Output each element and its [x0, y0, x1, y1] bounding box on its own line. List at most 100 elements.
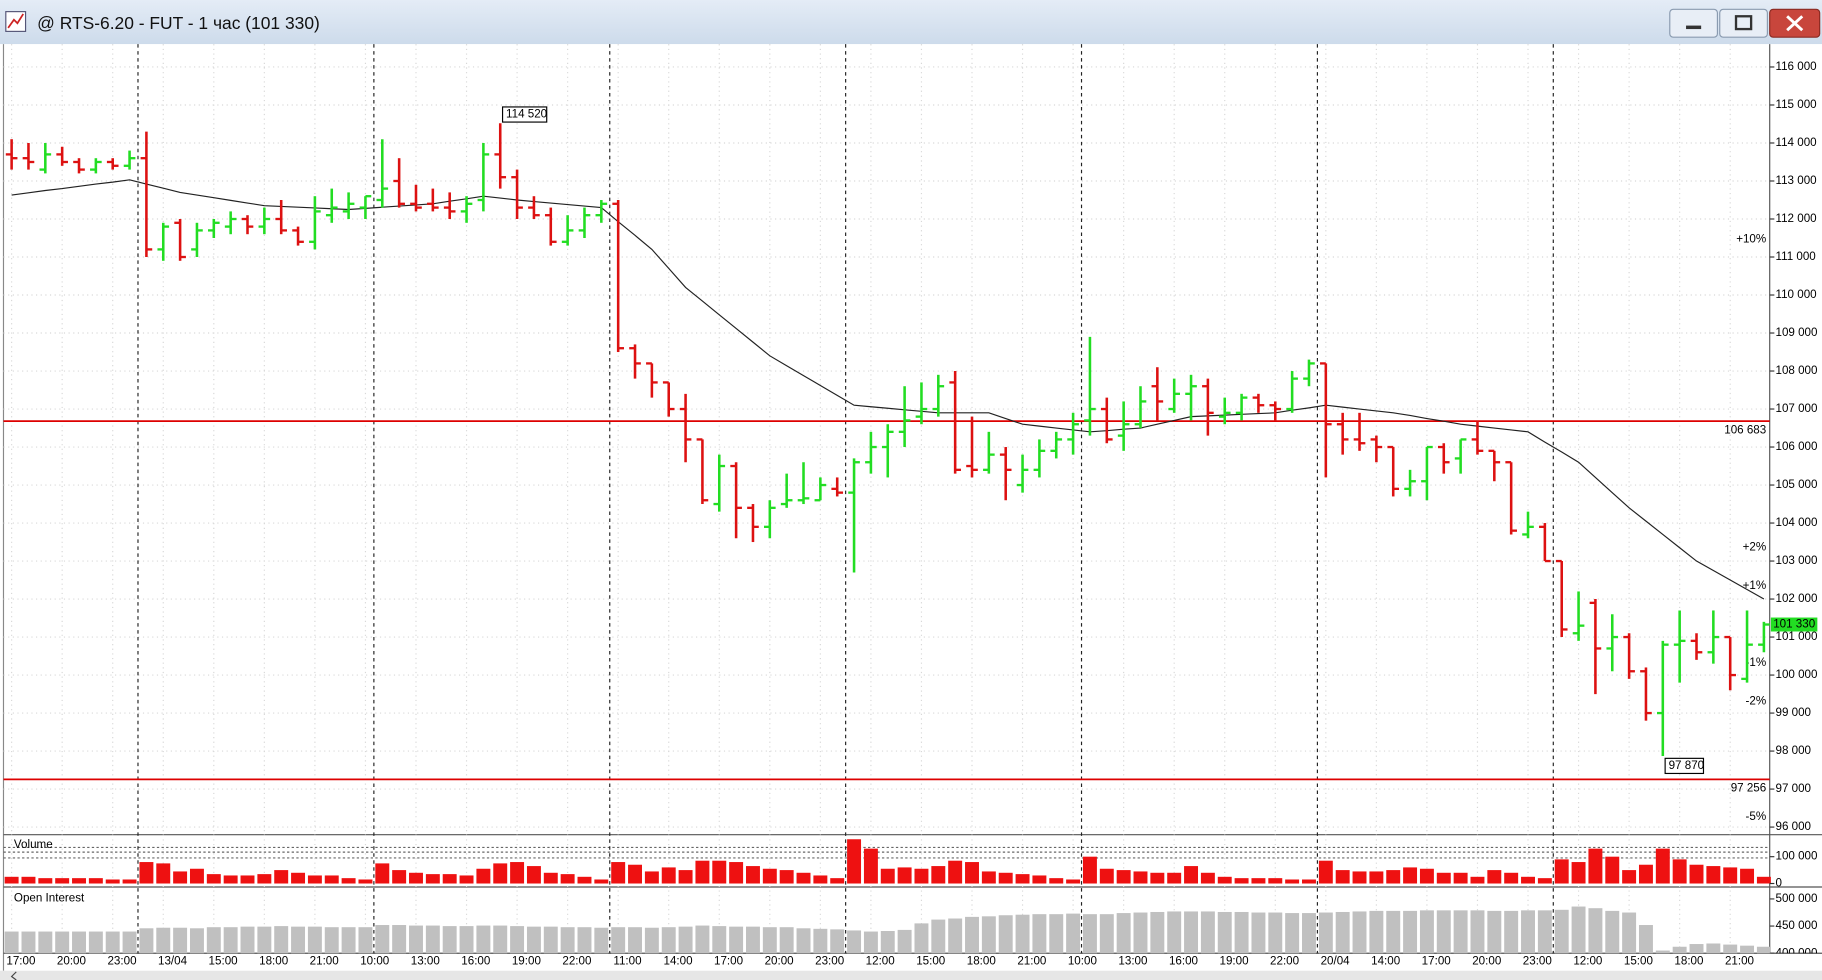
volume-bar [257, 926, 272, 954]
y-tick-label: 100 000 [1776, 850, 1818, 863]
last-price-box [1770, 617, 1818, 632]
volume-bar [375, 863, 390, 884]
volume-bar [206, 927, 221, 954]
volume-bar [1504, 872, 1519, 884]
close-button[interactable] [1769, 8, 1821, 38]
volume-bar [1436, 910, 1451, 954]
volume-bar [1116, 870, 1131, 884]
volume-bar [1537, 910, 1552, 954]
volume-bar [409, 872, 423, 884]
high-callout-box [501, 106, 548, 123]
x-tick-label: 21:00 [1725, 954, 1754, 967]
volume-bar [1285, 879, 1300, 884]
volume-bar [998, 872, 1013, 884]
volume-bar [1234, 911, 1249, 954]
volume-bar [55, 878, 70, 884]
volume-bar [189, 928, 204, 954]
x-tick-label: 18:00 [1674, 954, 1703, 967]
volume-bar [661, 927, 676, 954]
volume-bar [72, 931, 86, 954]
x-tick-label: 13:00 [411, 954, 440, 967]
y-tick-label: 0 [1776, 877, 1782, 890]
volume-bar [1032, 875, 1047, 884]
volume-bar [1386, 870, 1401, 884]
volume-bar [1403, 910, 1418, 954]
volume-bar [1184, 911, 1199, 954]
volume-bar [358, 927, 373, 954]
volume-bar [240, 875, 255, 884]
y-tick-label: 108 000 [1776, 364, 1818, 377]
volume-bar [1740, 868, 1755, 884]
volume-bar [1386, 910, 1401, 954]
volume-bar [1200, 911, 1215, 954]
y-tick-label: 114 000 [1776, 136, 1817, 149]
volume-bar [1049, 878, 1064, 884]
x-tick-label: 15:00 [209, 954, 238, 967]
volume-bar [628, 927, 642, 954]
chart-area [0, 44, 1822, 980]
volume-bar [1740, 945, 1755, 954]
x-tick-label: 20:00 [57, 954, 86, 967]
volume-bar [173, 927, 188, 954]
x-tick-label: 22:00 [562, 954, 591, 967]
volume-bar [931, 866, 946, 884]
y-tick-label: 500 000 [1776, 892, 1818, 905]
volume-bar [1521, 910, 1535, 954]
volume-bar [1167, 911, 1182, 954]
volume-bar [341, 927, 356, 954]
y-tick-label: 106 000 [1776, 440, 1818, 453]
volume-bar [981, 871, 996, 884]
volume-bar [1066, 879, 1081, 884]
volume-bar [4, 931, 19, 954]
volume-bar [1403, 867, 1418, 884]
maximize-button[interactable] [1719, 8, 1768, 38]
minimize-button[interactable] [1669, 8, 1719, 38]
volume-bar [1200, 872, 1215, 884]
volume-bar [628, 864, 642, 884]
volume-bar [21, 876, 36, 884]
volume-bar [1133, 912, 1148, 954]
volume-bar [375, 925, 390, 954]
volume-bar [594, 879, 609, 884]
volume-bar [105, 879, 120, 884]
y-tick-label: 116 000 [1776, 60, 1817, 73]
volume-bar [21, 931, 36, 954]
volume-bar [1706, 943, 1721, 954]
volume-bar [1470, 910, 1485, 954]
volume-bar [1571, 862, 1586, 884]
x-tick-label: 23:00 [815, 954, 844, 967]
volume-bar [442, 874, 457, 884]
x-tick-label: 20:00 [1472, 954, 1501, 967]
volume-bar [274, 870, 289, 884]
y-tick-label: 104 000 [1776, 516, 1818, 529]
volume-bar [594, 927, 609, 954]
volume-bar [1689, 864, 1704, 884]
volume-bar [1318, 912, 1333, 954]
volume-bar [122, 931, 137, 954]
y-tick-label: 97 000 [1776, 782, 1812, 795]
volume-bar [813, 928, 828, 954]
percent-mark: -2% [1746, 695, 1767, 708]
y-tick-label: 96 000 [1776, 820, 1812, 833]
volume-bar [745, 926, 760, 954]
volume-bar [1116, 913, 1131, 954]
volume-bar [1082, 856, 1097, 884]
x-tick-label: 15:00 [1624, 954, 1653, 967]
volume-bar [1099, 914, 1114, 954]
volume-bar [1588, 908, 1603, 954]
volume-bar [510, 926, 525, 954]
volume-bar [38, 878, 53, 884]
volume-bar [1184, 866, 1199, 884]
level-label: 97 256 [1731, 782, 1767, 795]
scrollbar[interactable] [0, 970, 1822, 980]
volume-bar [847, 930, 862, 954]
volume-bar [105, 931, 120, 954]
volume-bar [493, 925, 508, 954]
x-tick-label: 21:00 [310, 954, 339, 967]
volume-bar [459, 926, 474, 954]
scroll-left-arrow[interactable] [10, 971, 17, 980]
percent-mark: -1% [1746, 656, 1767, 669]
volume-bar [543, 872, 558, 884]
volume-bar [1234, 878, 1249, 884]
